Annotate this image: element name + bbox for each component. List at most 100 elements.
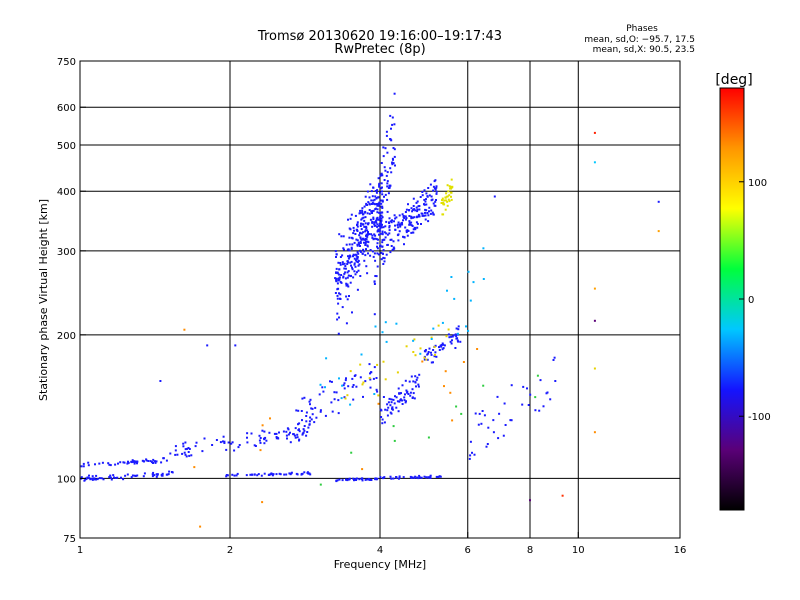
data-point — [478, 412, 481, 415]
data-point — [311, 413, 314, 416]
data-point — [425, 209, 428, 212]
data-point — [456, 339, 459, 342]
data-point — [142, 475, 145, 478]
phase-info-title: Phases — [626, 24, 658, 34]
data-point — [383, 260, 386, 263]
data-point — [366, 229, 369, 232]
data-point — [382, 155, 385, 158]
data-point — [372, 186, 375, 189]
data-point — [376, 216, 379, 219]
data-point — [225, 448, 228, 451]
data-point — [131, 460, 134, 463]
data-point — [253, 444, 256, 447]
data-point — [408, 221, 411, 224]
data-point — [593, 431, 596, 434]
data-point — [412, 231, 415, 234]
data-point — [309, 398, 312, 401]
data-point — [419, 196, 422, 198]
data-point — [504, 424, 507, 426]
data-point — [404, 401, 407, 404]
data-point — [187, 447, 190, 449]
data-point — [395, 406, 398, 409]
data-point — [447, 198, 450, 201]
data-point — [337, 332, 340, 335]
data-point — [381, 233, 384, 236]
data-point — [431, 211, 434, 214]
data-point — [355, 260, 358, 263]
data-point — [338, 292, 340, 295]
data-point — [445, 192, 448, 195]
data-point — [236, 472, 239, 475]
data-point — [527, 404, 530, 406]
data-point — [390, 127, 392, 130]
data-point — [336, 282, 339, 285]
data-point — [593, 131, 596, 134]
data-point — [235, 474, 238, 477]
data-point — [381, 331, 384, 334]
data-point — [402, 476, 405, 479]
data-point — [389, 220, 392, 223]
data-point — [403, 236, 406, 239]
data-point — [376, 218, 378, 221]
data-point — [373, 198, 376, 201]
data-point — [426, 358, 429, 361]
data-point — [358, 263, 361, 266]
data-point — [309, 403, 311, 406]
data-point — [352, 384, 355, 386]
data-point — [359, 209, 362, 212]
data-point — [498, 412, 501, 415]
data-point — [363, 225, 366, 228]
data-point — [347, 255, 349, 258]
data-point — [120, 476, 122, 479]
data-point — [278, 472, 281, 475]
data-point — [371, 195, 374, 198]
data-point — [91, 475, 94, 478]
data-point — [355, 238, 358, 241]
data-point — [452, 334, 455, 337]
data-point — [388, 226, 391, 229]
data-point — [315, 416, 318, 419]
data-point — [435, 476, 438, 478]
y-tick-label: 400 — [57, 187, 76, 198]
data-point — [261, 501, 264, 504]
data-point — [390, 398, 393, 401]
data-point — [408, 380, 411, 383]
data-point — [364, 222, 367, 225]
data-point — [386, 233, 389, 236]
data-point — [290, 471, 293, 474]
data-point — [350, 213, 353, 216]
data-point — [361, 479, 364, 482]
data-point — [534, 409, 537, 412]
data-point — [383, 195, 385, 198]
data-point — [418, 208, 421, 211]
data-point — [375, 191, 378, 194]
data-point — [539, 379, 542, 382]
data-point — [406, 390, 409, 393]
data-point — [593, 367, 596, 370]
data-point — [183, 451, 186, 454]
phase-info-o: mean, sd,O: −95.7, 17.5 — [584, 35, 695, 45]
data-point — [363, 205, 366, 208]
data-point — [440, 345, 443, 348]
data-point — [145, 459, 148, 462]
data-point — [344, 267, 347, 270]
data-point — [381, 223, 383, 226]
data-point — [430, 199, 433, 202]
data-point — [406, 234, 409, 237]
data-point — [195, 441, 198, 444]
data-point — [199, 525, 202, 528]
data-point — [256, 474, 259, 477]
data-point — [95, 478, 97, 481]
data-point — [377, 224, 380, 227]
data-point — [385, 174, 388, 177]
y-tick-label: 500 — [57, 141, 76, 152]
data-point — [428, 194, 431, 197]
data-point — [294, 436, 297, 439]
data-point — [359, 231, 362, 234]
data-point — [375, 238, 378, 241]
data-point — [386, 171, 389, 174]
data-point — [378, 185, 381, 188]
data-point — [361, 252, 364, 255]
data-point — [372, 216, 375, 219]
data-point — [450, 335, 453, 338]
